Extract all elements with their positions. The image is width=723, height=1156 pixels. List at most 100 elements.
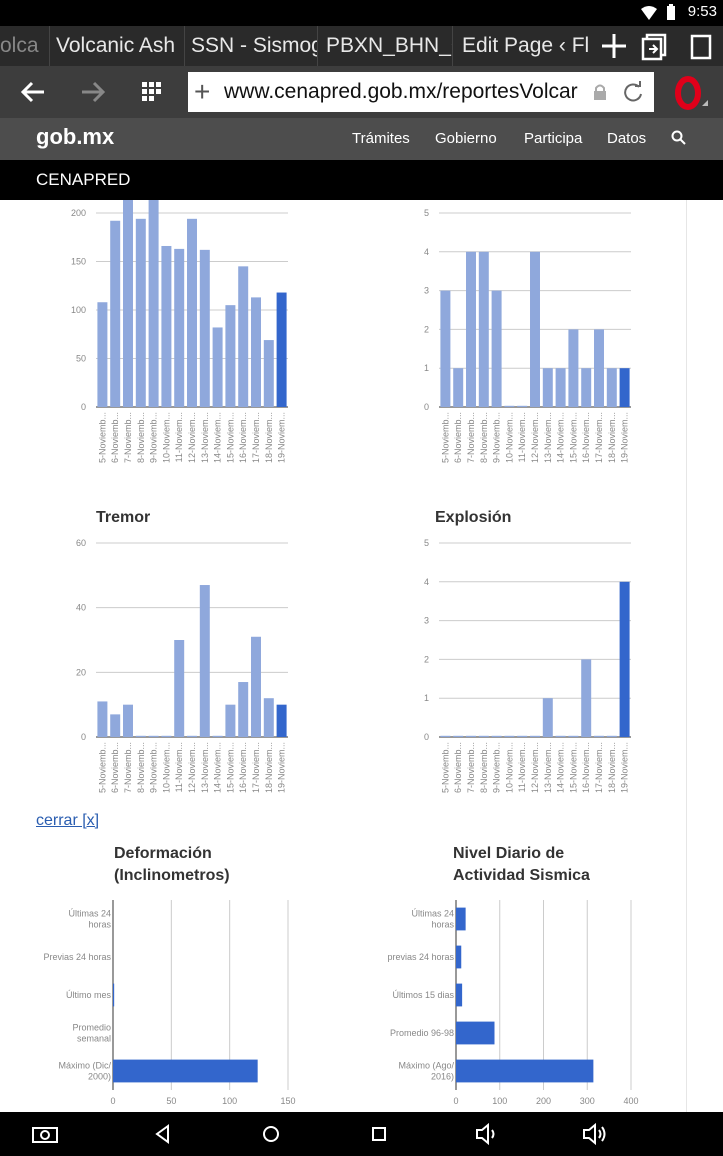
x-tick-label: 18-Noviem... <box>607 742 617 793</box>
y-tick-label: 4 <box>424 247 429 257</box>
browser-tab[interactable]: olca <box>0 26 50 66</box>
bar <box>263 340 274 407</box>
address-bar[interactable]: + www.cenapred.gob.mx/reportesVolcar <box>188 72 654 112</box>
x-tick-label: 14-Noviem... <box>213 742 223 793</box>
x-tick-label: 11-Noviem... <box>174 412 184 462</box>
y-tick-label: Último mes <box>66 990 112 1000</box>
x-tick-label: 17-Noviem... <box>594 412 604 463</box>
y-tick-label: 2 <box>424 324 429 334</box>
bar <box>453 368 464 407</box>
y-tick-label: horas <box>431 920 454 930</box>
opera-menu-icon[interactable] <box>670 72 710 112</box>
x-tick-label: 7-Noviemb... <box>466 742 476 793</box>
tabs-overview-icon[interactable] <box>636 26 676 66</box>
x-tick-label: 17-Noviem... <box>251 742 261 793</box>
x-tick-label: 12-Noviem... <box>530 742 540 793</box>
x-tick-label: 16-Noviem... <box>238 412 248 463</box>
x-tick-label: 8-Noviemb... <box>479 742 489 793</box>
battery-icon <box>667 4 675 20</box>
bar <box>456 1021 495 1045</box>
bar <box>187 735 197 737</box>
bar <box>542 698 553 737</box>
x-tick-label: 11-Noviem... <box>174 742 184 792</box>
bar <box>123 704 133 737</box>
nav-link-gobierno[interactable]: Gobierno <box>435 130 497 147</box>
browser-tab[interactable]: Edit Page ‹ Fl <box>462 34 588 57</box>
y-tick-label: Últimas 24 <box>68 909 111 919</box>
nav-link-datos[interactable]: Datos <box>607 130 647 147</box>
y-tick-label: 3 <box>424 286 429 296</box>
bar <box>517 405 528 407</box>
section-bar: CENAPRED <box>0 160 723 200</box>
search-icon[interactable] <box>671 130 687 146</box>
x-tick-label: 15-Noviem... <box>568 412 578 463</box>
x-tick-label: 13-Noviem... <box>543 742 553 793</box>
back-nav-icon[interactable] <box>148 1120 178 1148</box>
x-tick-label: 8-Noviemb... <box>136 412 146 463</box>
screenshot-icon[interactable] <box>30 1120 60 1148</box>
x-tick-label: 13-Noviem... <box>543 412 553 463</box>
bar <box>97 302 108 407</box>
private-tab-icon[interactable] <box>680 26 720 66</box>
y-tick-label: Últimas 24 <box>411 909 454 919</box>
bar <box>456 907 466 931</box>
new-tab-icon[interactable] <box>594 26 634 66</box>
chart-explosion: 0 1 2 3 4 5 5-Noviemb... 6-Noviemb... 7-Noviemb.… <box>424 538 631 793</box>
bar <box>491 290 502 407</box>
x-tick-label: 100 <box>492 1096 507 1106</box>
x-tick-label: 19-Noviem... <box>277 742 287 793</box>
bar <box>555 735 566 737</box>
volume-down-icon[interactable] <box>472 1120 502 1148</box>
y-tick-label: Promedio <box>72 1023 111 1033</box>
close-link[interactable]: cerrar [x] <box>36 812 100 829</box>
chart-title-line: Actividad Sismica <box>453 867 590 884</box>
speed-dial-icon[interactable] <box>132 72 172 112</box>
nav-link-tramites[interactable]: Trámites <box>352 130 410 147</box>
x-tick-label: 6-Noviemb... <box>453 412 463 463</box>
url-text[interactable]: www.cenapred.gob.mx/reportesVolcar <box>224 80 578 103</box>
recents-nav-icon[interactable] <box>364 1120 394 1148</box>
browser-tab[interactable]: Volcanic Ash <box>56 26 185 66</box>
bar <box>466 251 476 407</box>
gob-mx-logo[interactable]: gob.mx <box>36 124 115 149</box>
clock: 9:53 <box>687 3 717 20</box>
x-tick-label: 11-Noviem... <box>517 412 527 462</box>
status-bar: 9:53 <box>0 0 723 26</box>
bar <box>276 292 287 407</box>
volume-up-icon[interactable] <box>580 1120 610 1148</box>
bar <box>555 368 566 407</box>
bar <box>456 983 463 1007</box>
back-icon[interactable] <box>14 72 54 112</box>
home-nav-icon[interactable] <box>256 1120 286 1148</box>
y-tick-label: 60 <box>76 538 86 548</box>
y-tick-label: 0 <box>81 732 86 742</box>
chart-title-sismica: Nivel Diario de Actividad Sismica <box>453 843 590 887</box>
browser-tab[interactable]: SSN - Sismog <box>191 26 318 66</box>
bar <box>453 735 464 737</box>
x-tick-label: 13-Noviem... <box>200 412 210 463</box>
x-tick-label: 0 <box>110 1096 115 1106</box>
add-bookmark-icon[interactable]: + <box>194 76 211 107</box>
y-tick-label: 2016) <box>431 1072 454 1082</box>
bar <box>456 1059 594 1083</box>
reload-icon[interactable] <box>622 81 644 103</box>
x-tick-label: 9-Noviemb... <box>149 742 159 793</box>
bar <box>440 735 451 737</box>
bar <box>238 266 249 407</box>
x-tick-label: 5-Noviemb... <box>97 742 107 793</box>
y-tick-label: 40 <box>76 603 86 613</box>
x-tick-label: 17-Noviem... <box>251 412 261 463</box>
x-tick-label: 19-Noviem... <box>277 412 287 463</box>
x-tick-label: 19-Noviem... <box>620 742 630 793</box>
bar <box>440 290 451 407</box>
nav-link-participa[interactable]: Participa <box>524 130 583 147</box>
bar <box>135 735 146 737</box>
browser-tab[interactable]: PBXN_BHN_C <box>326 26 453 66</box>
bar <box>568 735 579 737</box>
bar <box>491 735 502 737</box>
site-header: gob.mx Trámites Gobierno Participa Datos <box>0 118 723 160</box>
bar <box>187 218 197 407</box>
forward-icon[interactable] <box>72 72 112 112</box>
